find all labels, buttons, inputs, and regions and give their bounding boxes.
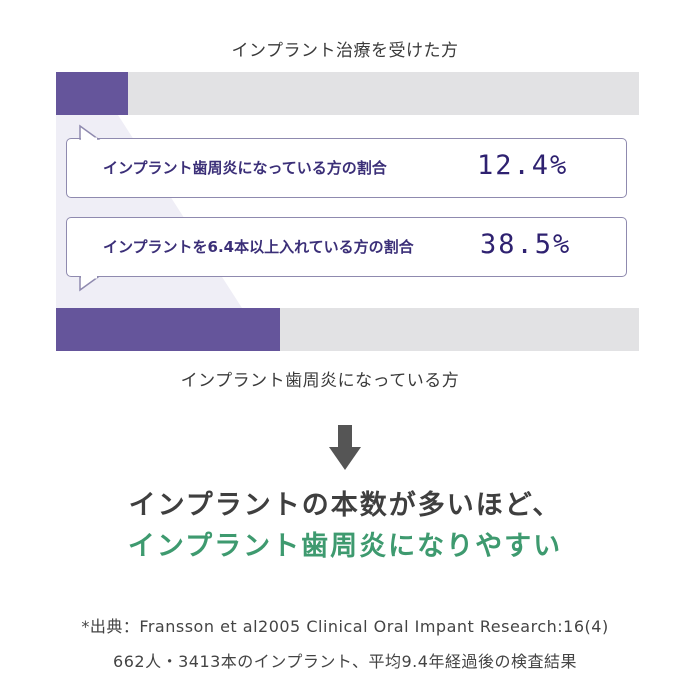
bar-track-treated: [56, 72, 639, 115]
conclusion-line-1: インプラントの本数が多いほど、: [128, 490, 562, 521]
conclusion-line-2: インプラント歯周炎になりやすい: [127, 531, 563, 562]
source-citation: *出典：Fransson et al2005 Clinical Oral Imp…: [81, 617, 609, 636]
source-study-detail: 662人・3413本のインプラント、平均9.4年経過後の検査結果: [113, 652, 577, 671]
callout-value-many-implants: 38.5%: [480, 229, 572, 260]
callout-label-many-implants: インプラントを6.4本以上入れている方の割合: [103, 238, 414, 256]
callout-periimplantitis-rate: インプラント歯周炎になっている方の割合 12.4%: [66, 138, 627, 198]
bar-fill-treated: [56, 72, 129, 115]
bar-fill-periimplantitis: [56, 308, 281, 351]
bar-track-periimplantitis: [56, 308, 639, 351]
bar-label-treated: インプラント治療を受けた方: [231, 41, 459, 61]
callout-value-periimplantitis: 12.4%: [477, 150, 569, 181]
arrow-down-icon: [329, 425, 361, 470]
callout-tails: [79, 124, 101, 292]
callout-many-implants-rate: インプラントを6.4本以上入れている方の割合 38.5%: [66, 217, 627, 277]
bar-label-periimplantitis: インプラント歯周炎になっている方: [180, 371, 460, 391]
callout-label-periimplantitis: インプラント歯周炎になっている方の割合: [103, 159, 387, 177]
